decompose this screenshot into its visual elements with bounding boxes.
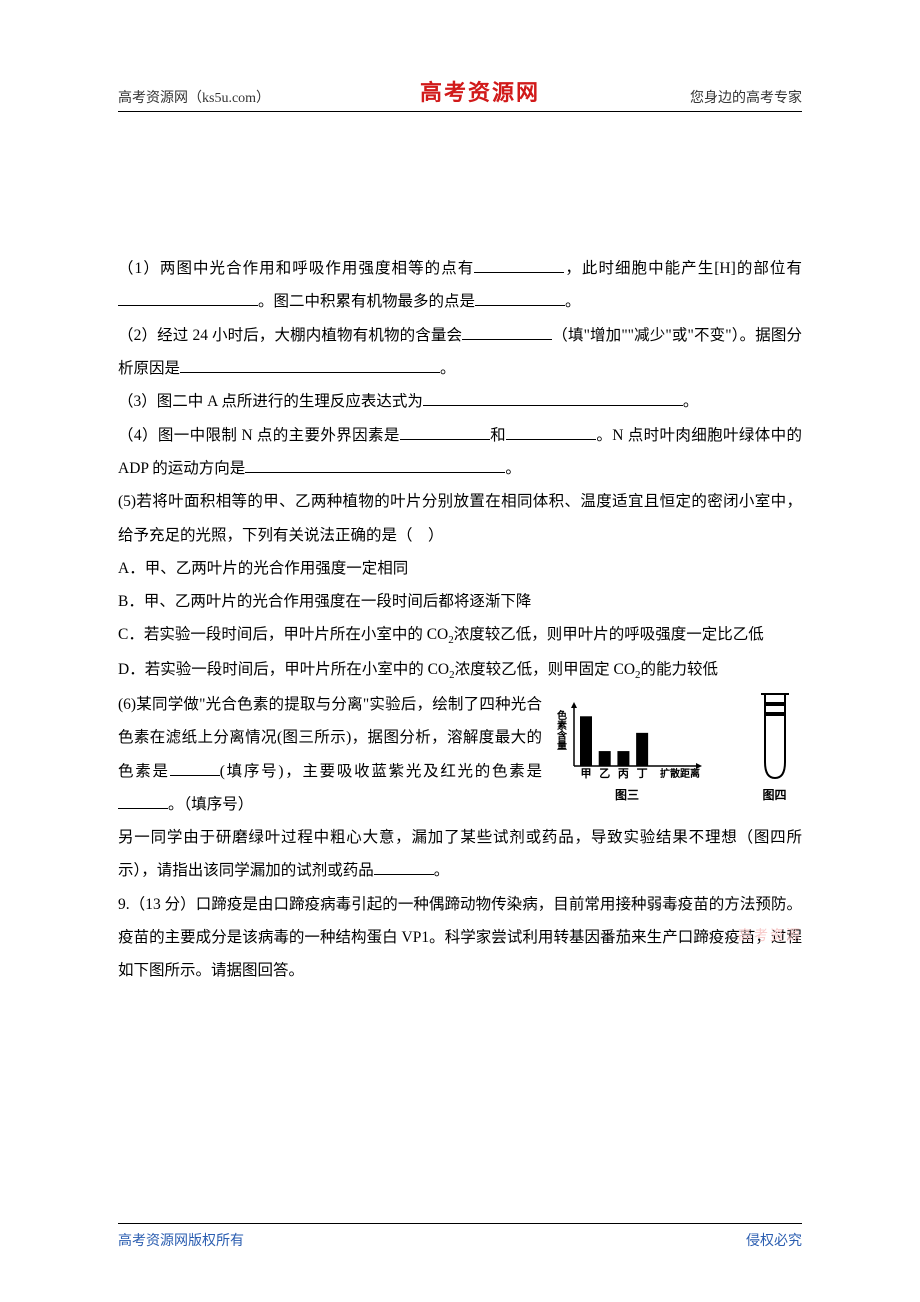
header-left: 高考资源网（ks5u.com） (118, 87, 270, 107)
tube-fig4 (747, 692, 802, 782)
text: 浓度较乙低，则甲叶片的呼吸强度一定比乙低 (454, 626, 764, 643)
text: D．若实验一段时间后，甲叶片所在小室中的 CO (118, 661, 449, 678)
text: ，此时细胞中能产生[H]的部位有 (564, 260, 802, 277)
option-b: B．甲、乙两叶片的光合作用强度在一段时间后都将逐渐下降 (118, 585, 802, 618)
text: 另一同学由于研磨绿叶过程中粗心大意，漏加了某些试剂或药品，导致实验结果不理想（图… (118, 829, 802, 879)
figure-panel: 色素含量甲乙丙丁扩散距离 图三 图四 (552, 692, 802, 803)
text: (填序号)，主要吸收蓝紫光及红光的色素是 (220, 763, 542, 780)
text: 。 (434, 862, 450, 879)
header-center: 高考资源网 (420, 75, 540, 107)
svg-text:乙: 乙 (599, 767, 610, 780)
figure-row: 色素含量甲乙丙丁扩散距离 (552, 692, 802, 782)
content-body: （1）两图中光合作用和呼吸作用强度相等的点有，此时细胞中能产生[H]的部位有。图… (118, 252, 802, 988)
svg-text:甲: 甲 (581, 767, 592, 780)
page-header: 高考资源网（ks5u.com） 高考资源网 您身边的高考专家 (118, 75, 802, 112)
caption-fig4: 图四 (747, 786, 802, 803)
question-6-supplement: 另一同学由于研磨绿叶过程中粗心大意，漏加了某些试剂或药品，导致实验结果不理想（图… (118, 821, 802, 888)
question-9: 9.（13 分）口蹄疫是由口蹄疫病毒引起的一种偶蹄动物传染病，目前常用接种弱毒疫… (118, 888, 802, 988)
blank (506, 424, 596, 440)
text: 浓度较乙低，则甲固定 CO (455, 661, 635, 678)
blank (423, 391, 683, 407)
option-c: C．若实验一段时间后，甲叶片所在小室中的 CO2浓度较乙低，则甲叶片的呼吸强度一… (118, 618, 802, 653)
page: 高考资源网（ks5u.com） 高考资源网 您身边的高考专家 （1）两图中光合作… (0, 0, 920, 1302)
footer-left: 高考资源网版权所有 (118, 1230, 244, 1250)
svg-text:扩散距离: 扩散距离 (660, 767, 700, 780)
text: 和 (490, 427, 506, 444)
text: 的能力较低 (641, 661, 719, 678)
question-1: （1）两图中光合作用和呼吸作用强度相等的点有 ，此时细胞中能产生[H]的部位有。图… (118, 252, 802, 319)
page-footer: 高考资源网版权所有 侵权必究 (118, 1223, 802, 1250)
question-4: （4）图一中限制 N 点的主要外界因素是和。N 点时叶肉细胞叶绿体中的 ADP … (118, 419, 802, 486)
text: 。 (683, 393, 699, 410)
svg-text:丙: 丙 (618, 767, 629, 780)
header-right: 您身边的高考专家 (690, 87, 802, 107)
text: 。 (440, 360, 456, 377)
blank (475, 291, 565, 307)
text: （4）图一中限制 N 点的主要外界因素是 (118, 427, 400, 444)
blank (374, 860, 434, 876)
question-2: （2）经过 24 小时后，大棚内植物有机物的含量会（填"增加""减少"或"不变"… (118, 319, 802, 386)
bar-chart-svg: 色素含量甲乙丙丁扩散距离 (552, 702, 702, 782)
blank (474, 258, 564, 274)
watermark: 高考资源 (738, 925, 802, 945)
blank (462, 324, 552, 340)
blank (118, 291, 258, 307)
text: C．若实验一段时间后，甲叶片所在小室中的 CO (118, 626, 448, 643)
question-5: (5)若将叶面积相等的甲、乙两种植物的叶片分别放置在相同体积、温度适宜且恒定的密… (118, 485, 802, 552)
text: 。图二中积累有机物最多的点是 (258, 293, 475, 310)
svg-text:色素含量: 色素含量 (555, 709, 567, 750)
text: 。 (565, 293, 581, 310)
footer-right: 侵权必究 (746, 1230, 802, 1250)
blank (400, 424, 490, 440)
svg-text:丁: 丁 (637, 767, 648, 780)
option-a: A．甲、乙两叶片的光合作用强度一定相同 (118, 552, 802, 585)
caption-fig3: 图三 (552, 786, 702, 803)
blank (245, 457, 505, 473)
text: （1）两图中光合作用和呼吸作用强度相等的点有 (118, 260, 474, 277)
option-d: D．若实验一段时间后，甲叶片所在小室中的 CO2浓度较乙低，则甲固定 CO2的能… (118, 653, 802, 688)
blank (170, 760, 220, 776)
tube-svg (747, 692, 802, 782)
text: （2）经过 24 小时后，大棚内植物有机物的含量会 (118, 327, 462, 344)
question-3: （3）图二中 A 点所进行的生理反应表达式为 。 (118, 385, 802, 418)
text: 。 (505, 460, 521, 477)
blank (180, 357, 440, 373)
blank (118, 793, 168, 809)
figure-captions: 图三 图四 (552, 786, 802, 803)
text: 。（填序号） (168, 796, 253, 813)
text: （3）图二中 A 点所进行的生理反应表达式为 (118, 393, 423, 410)
bar-chart-fig3: 色素含量甲乙丙丁扩散距离 (552, 702, 702, 782)
